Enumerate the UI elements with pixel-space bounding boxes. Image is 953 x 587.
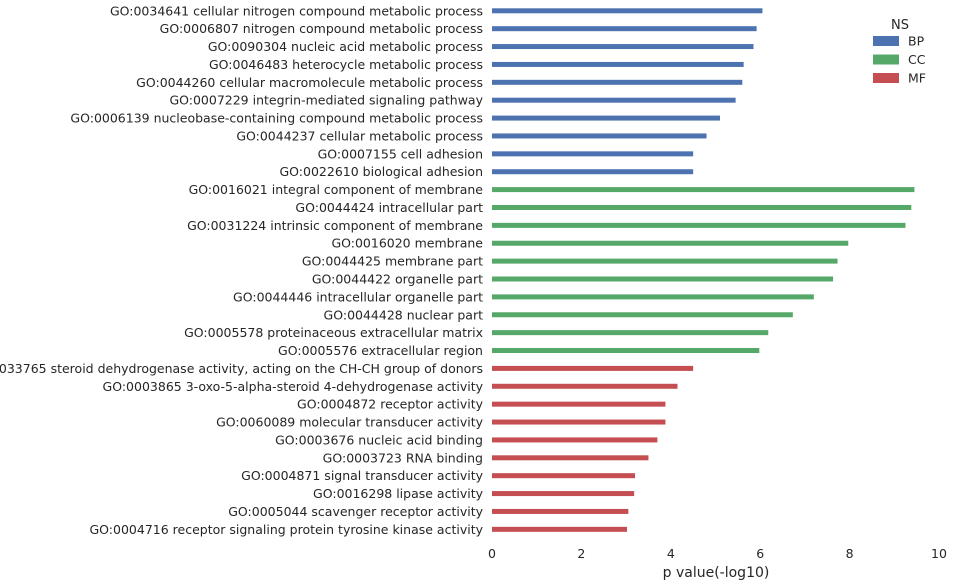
category-label: GO:0004716 receptor signaling protein ty…: [90, 522, 484, 537]
category-label: GO:0006807 nitrogen compound metabolic p…: [160, 21, 483, 36]
category-label: GO:0003865 3-oxo-5-alpha-steroid 4-dehyd…: [103, 379, 484, 394]
bar-cc: [492, 348, 760, 354]
legend-entries: BP CC MF: [873, 34, 926, 86]
category-labels: GO:0034641 cellular nitrogen compound me…: [0, 3, 484, 537]
bar-cc: [492, 276, 834, 282]
bar-bp: [492, 151, 694, 157]
category-label: GO:0031224 intrinsic component of membra…: [187, 218, 483, 233]
category-label: GO:0007229 integrin-mediated signaling p…: [169, 93, 483, 108]
category-label: GO:0044237 cellular metabolic process: [236, 128, 483, 143]
bar-cc: [492, 222, 906, 228]
legend-swatch-cc: [873, 54, 899, 65]
legend-label-bp: BP: [908, 34, 925, 49]
category-label: GO:0044428 nuclear part: [324, 307, 484, 322]
bar-bp: [492, 169, 694, 175]
bar-mf: [492, 455, 649, 461]
x-tick-label: 0: [488, 546, 496, 561]
x-axis-label: p value(-log10): [663, 565, 770, 581]
bar-cc: [492, 240, 849, 246]
bar-bp: [492, 61, 744, 67]
category-label: GO:0033765 steroid dehydrogenase activit…: [0, 361, 483, 376]
category-label: GO:0044446 intracellular organelle part: [233, 289, 483, 304]
bar-bp: [492, 26, 757, 32]
bar-mf: [492, 526, 627, 532]
bar-cc: [492, 187, 915, 193]
category-label: GO:0004872 receptor activity: [297, 397, 484, 412]
legend-title: NS: [891, 18, 909, 33]
x-tick-label: 8: [846, 546, 854, 561]
category-label: GO:0044260 cellular macromolecule metabo…: [136, 75, 483, 90]
category-label: GO:0034641 cellular nitrogen compound me…: [110, 3, 483, 18]
bar-mf: [492, 419, 666, 425]
category-label: GO:0090304 nucleic acid metabolic proces…: [208, 39, 483, 54]
category-label: GO:0004871 signal transducer activity: [241, 468, 483, 483]
x-axis-ticks: 0 2 4 6 8 10: [488, 546, 947, 561]
category-label: GO:0016298 lipase activity: [313, 486, 484, 501]
legend-swatch-bp: [873, 36, 899, 46]
bar-bp: [492, 97, 736, 103]
category-label: GO:0006139 nucleobase-containing compoun…: [70, 111, 483, 126]
x-tick-label: 4: [667, 546, 675, 561]
bar-cc: [492, 204, 912, 210]
bar-mf: [492, 401, 666, 407]
category-label: GO:0005578 proteinaceous extracellular m…: [184, 325, 483, 340]
bar-bp: [492, 8, 763, 14]
category-label: GO:0003723 RNA binding: [323, 450, 483, 465]
category-label: GO:0044425 membrane part: [302, 254, 483, 269]
bar-bp: [492, 133, 707, 139]
category-label: GO:0003676 nucleic acid binding: [275, 432, 483, 447]
category-label: GO:0016020 membrane: [331, 236, 483, 251]
x-tick-label: 2: [577, 546, 585, 561]
bar-mf: [492, 365, 694, 371]
category-label: GO:0022610 biological adhesion: [280, 164, 484, 179]
bar-cc: [492, 330, 769, 336]
x-tick-label: 6: [756, 546, 764, 561]
legend-label-cc: CC: [908, 52, 926, 67]
category-label: GO:0016021 integral component of membran…: [189, 182, 484, 197]
bars-layer: [492, 8, 915, 532]
category-label: GO:0044424 intracellular part: [295, 200, 483, 215]
category-label: GO:0046483 heterocycle metabolic process: [209, 57, 483, 72]
bar-bp: [492, 79, 743, 85]
legend: NS BP CC MF: [873, 18, 926, 86]
bar-mf: [492, 437, 658, 443]
category-label: GO:0005576 extracellular region: [278, 343, 483, 358]
bar-cc: [492, 312, 793, 318]
bar-mf: [492, 508, 629, 514]
category-label: GO:0060089 molecular transducer activity: [216, 415, 484, 430]
bar-mf: [492, 491, 635, 497]
bar-mf: [492, 383, 678, 389]
x-tick-label: 10: [931, 546, 947, 561]
legend-swatch-mf: [873, 73, 899, 83]
bar-bp: [492, 115, 720, 121]
category-label: GO:0005044 scavenger receptor activity: [228, 504, 483, 519]
category-label: GO:0044422 organelle part: [312, 272, 483, 287]
category-label: GO:0007155 cell adhesion: [318, 146, 483, 161]
bar-bp: [492, 44, 754, 50]
legend-label-mf: MF: [908, 71, 926, 86]
bar-mf: [492, 473, 636, 479]
bar-cc: [492, 258, 838, 264]
bar-cc: [492, 294, 814, 300]
